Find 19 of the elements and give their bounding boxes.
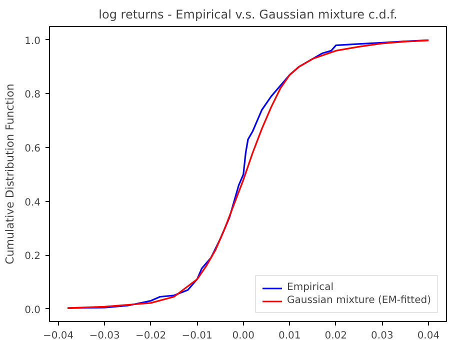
x-tick-label: 0.02: [324, 330, 348, 341]
y-tick-label: 0.0: [24, 304, 41, 316]
y-tick-label: 0.6: [24, 144, 41, 155]
legend-label: Empirical: [287, 282, 334, 293]
chart-title: log returns - Empirical v.s. Gaussian mixture c.d.f.: [98, 8, 398, 22]
y-tick-label: 0.8: [24, 90, 41, 101]
x-tick-label: −0.02: [136, 330, 166, 341]
x-tick-label: −0.04: [42, 330, 74, 341]
y-tick-label: 1.0: [24, 36, 41, 47]
x-tick-label: −0.03: [89, 330, 120, 341]
x-tick-label: 0.01: [278, 330, 301, 341]
y-tick-label: 0.4: [24, 197, 41, 208]
x-tick-label: 0.00: [232, 330, 255, 341]
x-tick-label: 0.03: [371, 330, 394, 341]
x-tick-label: 0.04: [417, 330, 440, 341]
y-tick-label: 0.2: [24, 251, 41, 262]
x-tick-label: −0.01: [182, 330, 212, 341]
y-axis-title: Cumulative Distribution Function: [4, 84, 17, 264]
legend-label: Gaussian mixture (EM-fitted): [287, 295, 431, 306]
